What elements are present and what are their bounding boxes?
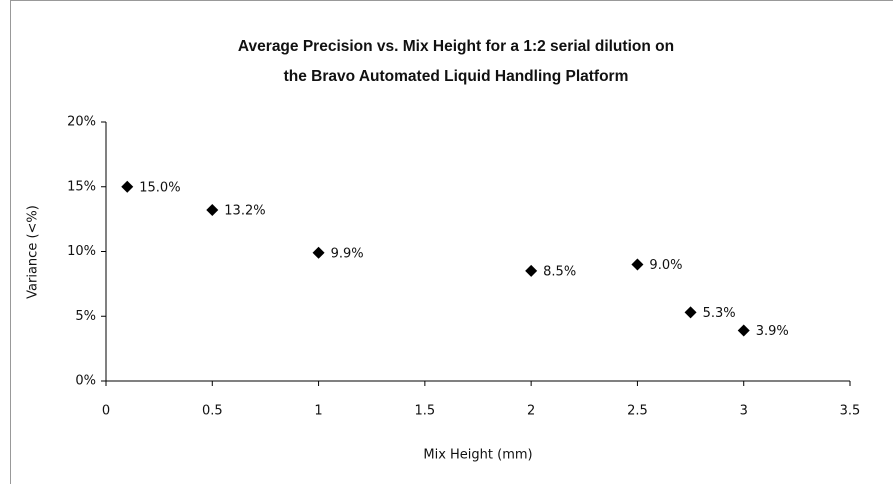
point — [684, 306, 697, 319]
point — [737, 324, 750, 337]
point — [631, 258, 644, 271]
y-axis-label: Variance (<%) — [26, 205, 41, 299]
x-tick-label: 0.5 — [202, 404, 223, 419]
data-label: 9.9% — [331, 246, 364, 261]
point — [206, 204, 219, 217]
data-label: 5.3% — [703, 306, 736, 321]
y-tick-label: 10% — [67, 244, 96, 259]
data-label: 3.9% — [756, 324, 789, 339]
x-tick-label: 2 — [527, 404, 535, 419]
x-tick-label: 2.5 — [627, 404, 648, 419]
data-label: 15.0% — [139, 180, 180, 195]
x-tick-label: 1.5 — [415, 404, 436, 419]
point — [121, 180, 134, 193]
chart-title: Average Precision vs. Mix Height for a 1… — [238, 38, 674, 55]
chart-title: the Bravo Automated Liquid Handling Plat… — [284, 68, 629, 85]
x-tick-label: 1 — [314, 404, 322, 419]
y-tick-label: 5% — [75, 309, 96, 324]
data-label: 8.5% — [543, 264, 576, 279]
point — [312, 246, 325, 259]
data-label: 13.2% — [224, 204, 265, 219]
y-tick-label: 20% — [67, 115, 96, 130]
y-tick-label: 0% — [75, 374, 96, 389]
x-tick-label: 0 — [102, 404, 110, 419]
data-label: 9.0% — [649, 258, 682, 273]
x-tick-label: 3.5 — [840, 404, 861, 419]
chart-frame — [10, 0, 893, 484]
y-tick-label: 15% — [67, 179, 96, 194]
x-tick-label: 3 — [740, 404, 748, 419]
point — [525, 264, 538, 277]
x-axis-label: Mix Height (mm) — [423, 448, 532, 463]
